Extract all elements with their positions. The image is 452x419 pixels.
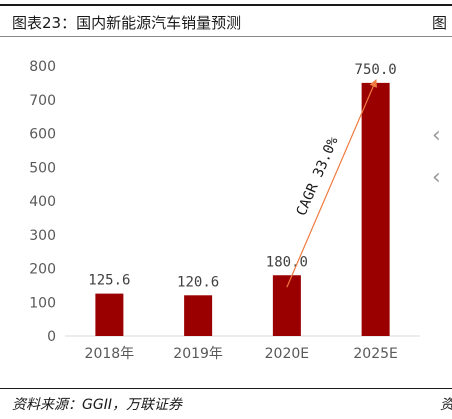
x-tick-label: 2025E [353,346,397,362]
y-tick-label: 400 [29,194,56,210]
cagr-arrow [286,79,377,288]
data-label: 180.0 [266,254,308,270]
y-tick-label: 600 [29,127,56,143]
bottom-rule [0,388,452,389]
adjacent-figure-title-fragment: 图 [432,14,448,32]
y-axis-ticks: 0 100 200 300 400 500 600 700 800 [29,59,56,345]
data-label: 120.6 [177,274,219,290]
adjacent-source-fragment: 资 [440,394,452,414]
data-labels: 125.6 120.6 180.0 750.0 [88,62,396,290]
x-tick-label: 2019年 [173,346,223,362]
x-tick-label: 2020E [265,346,309,362]
top-rule [0,4,452,6]
bar [95,293,124,336]
bar [361,82,390,336]
y-tick-label: 0 [47,329,56,345]
source-note: 资料来源：GGII，万联证券 [12,397,182,413]
y-tick-label: 200 [29,262,56,278]
adjacent-figure-edge-mark: ‹ [432,170,441,186]
data-label: 125.6 [88,273,130,289]
figure-title: 图表23：国内新能源汽车销量预测 [12,14,242,32]
y-tick-label: 700 [29,93,56,109]
y-tick-label: 500 [29,160,56,176]
data-label: 750.0 [355,62,397,78]
adjacent-figure-edge-mark: ‹ [432,128,441,144]
y-tick-label: 800 [29,59,56,75]
title-rule [0,36,452,37]
y-tick-label: 300 [29,228,56,244]
bar [184,295,213,336]
bar [272,275,301,336]
bar-chart: 0 100 200 300 400 500 600 700 800 2018年 2019年 2020… [29,59,420,362]
x-axis-ticks: 2018年 2019年 2020E 2025E [85,346,398,362]
y-tick-label: 100 [29,295,56,311]
x-tick-label: 2018年 [85,346,135,362]
bars [95,82,390,336]
